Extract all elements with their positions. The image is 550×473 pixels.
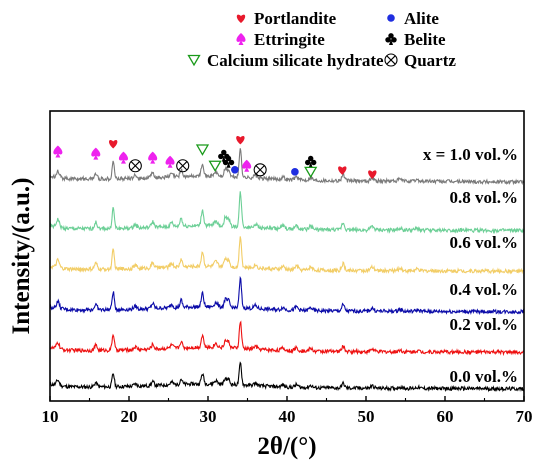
series-label-1: 0.2 vol.% (450, 315, 518, 334)
peak-marker-heart-icon (109, 140, 118, 149)
legend-item-ettringite: Ettringite (236, 30, 325, 49)
series-label-5: x = 1.0 vol.% (423, 145, 518, 164)
legend-item-portlandite: Portlandite (236, 9, 337, 28)
legend-label: Quartz (404, 51, 456, 70)
peak-marker-club-icon (222, 155, 235, 168)
peak-marker-circle-x-icon (176, 159, 190, 173)
series-label-2: 0.4 vol.% (450, 280, 518, 299)
legend-item-belite: Belite (385, 30, 446, 49)
x-axis-title: 2θ/(°) (257, 433, 316, 460)
peak-marker-spade-icon (118, 151, 129, 164)
legend-item-quartz: Quartz (384, 51, 456, 70)
legend-label: Alite (404, 9, 439, 28)
series-label-3: 0.6 vol.% (450, 233, 518, 252)
legend-label: Portlandite (254, 9, 337, 28)
legend-label: Belite (404, 30, 446, 49)
series-labels: 0.0 vol.% 0.2 vol.% 0.4 vol.% 0.6 vol.% 0.8 … (423, 145, 518, 386)
legend-triangle-down-icon (187, 54, 201, 67)
peak-marker-triangle-down-icon (195, 144, 210, 156)
legend-item-alite: Alite (387, 9, 439, 28)
series-label-4: 0.8 vol.% (450, 188, 518, 207)
y-axis-title: Intensity/(a.u.) (8, 178, 35, 335)
legend-circle-x-icon (384, 53, 398, 67)
peak-marker-circle-x-icon (128, 159, 142, 173)
legend-heart-icon (236, 14, 246, 23)
peak-marker-club-icon (305, 155, 317, 168)
series-label-0: 0.0 vol.% (450, 367, 518, 386)
legend: Portlandite Alite Ettringite Belite Calcium … (187, 9, 456, 70)
peak-marker-circle-x-icon (253, 163, 267, 177)
x-tick-label: 30 (200, 407, 217, 426)
peak-marker-spade-icon (148, 151, 158, 164)
peak-marker-dot-icon (291, 168, 299, 176)
peak-marker-heart-icon (338, 166, 347, 175)
peak-marker-heart-icon (368, 170, 377, 179)
x-axis-ticks: 10 20 30 40 50 60 70 (42, 396, 533, 426)
series-line-0 (49, 361, 525, 393)
peak-marker-spade-icon (165, 155, 175, 168)
legend-label: Calcium silicate hydrate (207, 51, 384, 70)
legend-item-calcium-silicate-hydrate: Calcium silicate hydrate (187, 51, 384, 70)
peak-marker-triangle-down-icon (304, 166, 318, 179)
peak-marker-spade-icon (91, 147, 101, 160)
peak-markers (53, 135, 377, 179)
series-line-2 (49, 275, 525, 316)
series-line-4 (49, 191, 525, 235)
legend-club-icon (385, 33, 397, 45)
series-layer (49, 148, 525, 393)
x-tick-label: 10 (42, 407, 59, 426)
x-tick-label: 60 (437, 407, 454, 426)
x-tick-label: 20 (121, 407, 138, 426)
peak-marker-triangle-down-icon (208, 160, 222, 173)
x-tick-label: 50 (358, 407, 375, 426)
x-tick-label: 40 (279, 407, 296, 426)
peak-marker-dot-icon (231, 166, 239, 174)
legend-spade-icon (236, 33, 246, 45)
series-line-5 (49, 148, 525, 186)
series-line-3 (49, 236, 525, 275)
peak-marker-heart-icon (236, 135, 245, 145)
legend-dot-icon (387, 14, 395, 22)
series-line-1 (49, 320, 525, 357)
peak-marker-spade-icon (53, 145, 63, 158)
peak-marker-spade-icon (242, 159, 252, 172)
legend-label: Ettringite (254, 30, 325, 49)
x-tick-label: 70 (516, 407, 533, 426)
